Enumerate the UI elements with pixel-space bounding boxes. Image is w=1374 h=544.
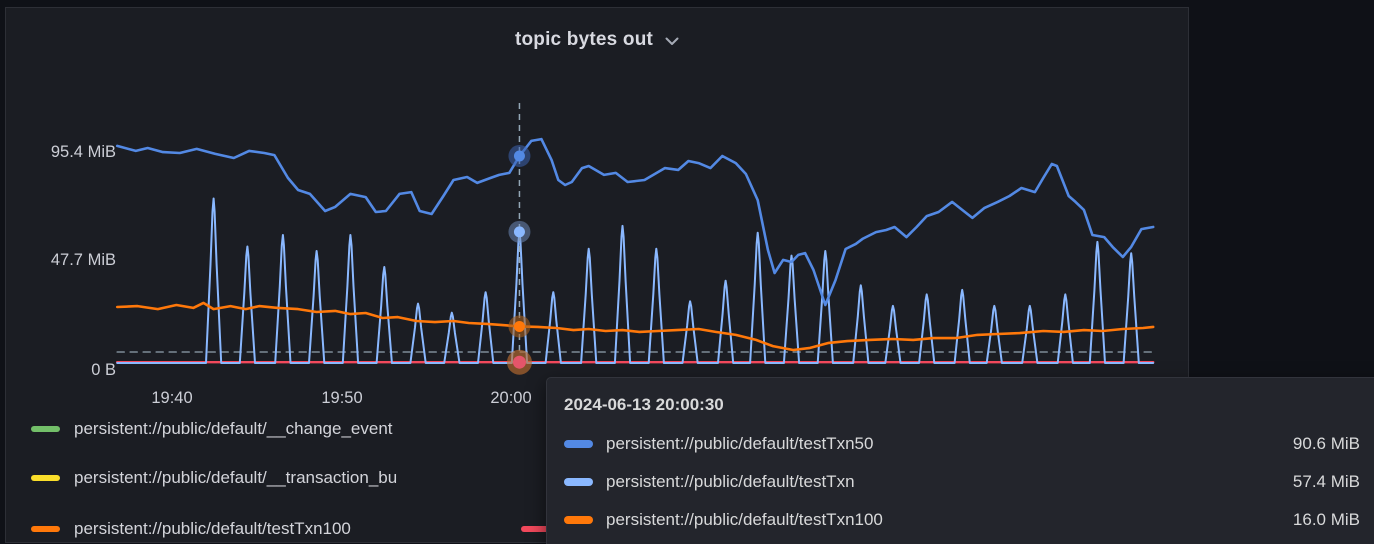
tooltip-series-value: 16.0 MiB [1292, 510, 1360, 529]
y-tick-47mib: 47.7 MiB [50, 251, 116, 269]
legend-label: persistent://public/default/__change_eve… [74, 419, 393, 438]
y-tick-95mib: 95.4 MiB [50, 143, 116, 161]
legend-label: persistent://public/default/__transactio… [74, 468, 398, 487]
legend-swatch-green [31, 426, 60, 432]
legend-swatch-yellow [31, 475, 60, 481]
tooltip-swatch-orange [564, 516, 593, 524]
chart-tooltip: 2024-06-13 20:00:30 persistent://public/… [546, 377, 1374, 544]
tooltip-series-value: 57.4 MiB [1292, 472, 1360, 491]
legend-item-red-series[interactable] [521, 518, 564, 540]
panel-header: topic bytes out [6, 22, 1188, 58]
tooltip-series-label: persistent://public/default/testTxn50 [606, 434, 874, 453]
legend-label: persistent://public/default/testTxn100 [74, 519, 351, 538]
tooltip-row: persistent://public/default/testTxn100 1… [564, 501, 1360, 539]
legend-item-change-event[interactable]: persistent://public/default/__change_eve… [31, 418, 393, 440]
legend-item-testtxn100[interactable]: persistent://public/default/testTxn100 [31, 518, 351, 540]
panel-title[interactable]: topic bytes out [514, 29, 654, 50]
legend-swatch-orange [31, 526, 60, 532]
x-tick-1940: 19:40 [151, 389, 193, 407]
legend-item-transaction-buffer[interactable]: persistent://public/default/__transactio… [31, 467, 397, 489]
y-tick-0b: 0 B [91, 361, 116, 379]
tooltip-swatch-light-blue [564, 478, 593, 486]
tooltip-series-label: persistent://public/default/testTxn100 [606, 510, 883, 529]
tooltip-timestamp: 2024-06-13 20:00:30 [564, 395, 724, 414]
tooltip-series-label: persistent://public/default/testTxn [606, 472, 855, 491]
tooltip-swatch-blue [564, 440, 593, 448]
tooltip-row: persistent://public/default/testTxn50 90… [564, 425, 1360, 463]
legend-swatch-red [521, 526, 550, 532]
chevron-down-icon[interactable] [665, 33, 679, 51]
x-tick-2000: 20:00 [490, 389, 532, 407]
tooltip-row: persistent://public/default/testTxn 57.4… [564, 463, 1360, 501]
x-tick-1950: 19:50 [321, 389, 363, 407]
tooltip-series-value: 90.6 MiB [1292, 434, 1360, 453]
